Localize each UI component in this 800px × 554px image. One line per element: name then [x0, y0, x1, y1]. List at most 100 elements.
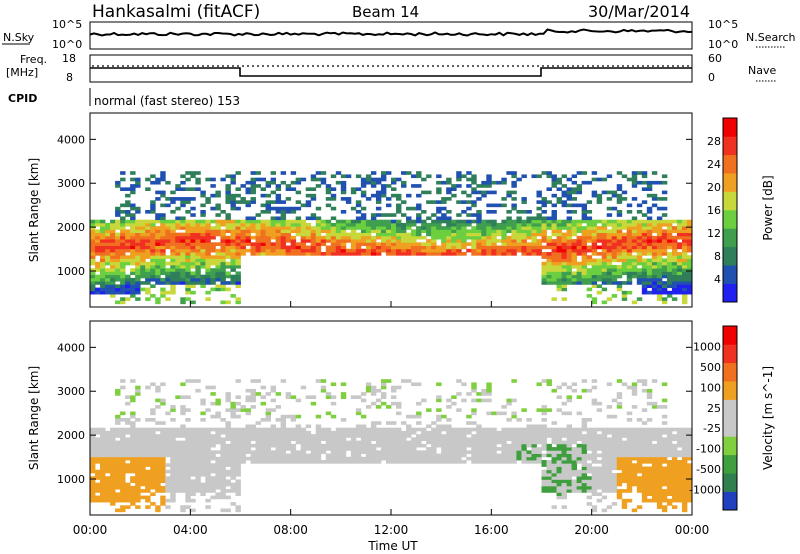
velocity-cell — [200, 456, 206, 461]
velocity-cell — [406, 456, 412, 461]
power-cell — [190, 255, 196, 259]
power-cell — [571, 187, 578, 191]
velocity-cell — [536, 456, 542, 461]
velocity-cell — [115, 460, 121, 464]
power-cell — [180, 197, 186, 201]
power-cell — [661, 235, 668, 240]
velocity-cell — [661, 453, 668, 458]
power-cell — [551, 245, 557, 250]
power-cell — [596, 239, 603, 243]
power-cell — [140, 245, 146, 250]
velocity-cell — [315, 437, 322, 442]
velocity-cell — [581, 476, 588, 480]
velocity-cell — [215, 414, 221, 419]
velocity-cell — [380, 395, 387, 399]
velocity-cell — [105, 498, 111, 503]
velocity-cell — [631, 508, 638, 513]
power-cell — [315, 229, 322, 234]
velocity-cell — [636, 466, 643, 471]
velocity-cell — [90, 440, 96, 445]
power-cell — [315, 248, 322, 253]
velocity-cell — [115, 463, 121, 467]
power-cell — [541, 216, 547, 221]
power-cell — [230, 264, 236, 269]
power-cell — [100, 261, 106, 266]
power-cell — [416, 229, 422, 234]
velocity-cell — [345, 434, 352, 438]
power-cell — [220, 252, 226, 256]
velocity-colorbar-label: Velocity [m s^-1] — [761, 366, 775, 470]
velocity-cell — [651, 456, 658, 461]
velocity-cell — [671, 489, 678, 493]
power-cell — [160, 281, 166, 285]
power-cell — [461, 174, 467, 179]
velocity-cell — [571, 456, 578, 461]
velocity-cell — [501, 460, 507, 464]
velocity-cell — [215, 469, 221, 474]
velocity-cell — [195, 472, 201, 477]
velocity-cell — [611, 443, 618, 448]
power-cell — [631, 271, 638, 276]
velocity-cell — [235, 408, 241, 412]
power-cell — [355, 219, 362, 224]
power-cell — [481, 242, 487, 246]
velocity-cell — [621, 502, 628, 506]
power-cell — [416, 193, 422, 198]
velocity-cell — [526, 460, 532, 464]
power-cell — [471, 190, 477, 195]
power-cell — [586, 268, 593, 272]
power-cell — [426, 239, 432, 243]
power-cell — [566, 252, 572, 256]
power-cell — [170, 245, 176, 250]
power-cell — [581, 258, 588, 263]
velocity-cell — [160, 479, 166, 484]
power-cell — [320, 252, 327, 256]
velocity-cell — [205, 450, 211, 454]
power-cell — [220, 239, 226, 243]
velocity-cell — [260, 434, 266, 438]
power-cell — [676, 222, 683, 227]
power-cell — [185, 219, 191, 224]
power-cell — [616, 219, 623, 224]
velocity-cell — [200, 453, 206, 458]
power-cell — [641, 174, 648, 179]
velocity-cell — [90, 427, 96, 432]
velocity-cell — [581, 482, 588, 487]
velocity-cell — [591, 379, 598, 383]
velocity-cell — [661, 498, 668, 503]
colorbar-tick-label: -25 — [703, 422, 721, 435]
velocity-cell — [631, 382, 638, 387]
velocity-cell — [200, 472, 206, 477]
power-cell — [661, 261, 668, 266]
velocity-cell — [235, 482, 241, 487]
power-cell — [606, 229, 613, 234]
power-cell — [260, 219, 266, 224]
power-cell — [270, 245, 277, 250]
power-cell — [345, 174, 352, 179]
power-cell — [170, 248, 176, 253]
power-cell — [190, 219, 196, 224]
power-cell — [611, 268, 618, 272]
velocity-cell — [661, 460, 668, 464]
power-cell — [210, 235, 216, 240]
power-cell — [225, 197, 231, 201]
power-cell — [235, 187, 241, 191]
power-cell — [406, 219, 412, 224]
velocity-cell — [370, 450, 377, 454]
velocity-cell — [110, 489, 116, 493]
velocity-cell — [285, 434, 292, 438]
power-cell — [130, 248, 136, 253]
power-cell — [671, 242, 678, 246]
power-cell — [145, 229, 151, 234]
velocity-cell — [666, 447, 673, 451]
noise-left-top-tick: 10^5 — [52, 18, 82, 31]
power-cell — [265, 210, 271, 214]
power-cell — [511, 171, 517, 175]
velocity-cell — [150, 453, 156, 458]
velocity-cell — [315, 379, 322, 383]
power-cell — [320, 242, 327, 246]
power-cell — [406, 239, 412, 243]
velocity-cell — [621, 469, 628, 474]
velocity-cell — [325, 453, 332, 458]
velocity-cell — [225, 463, 231, 467]
